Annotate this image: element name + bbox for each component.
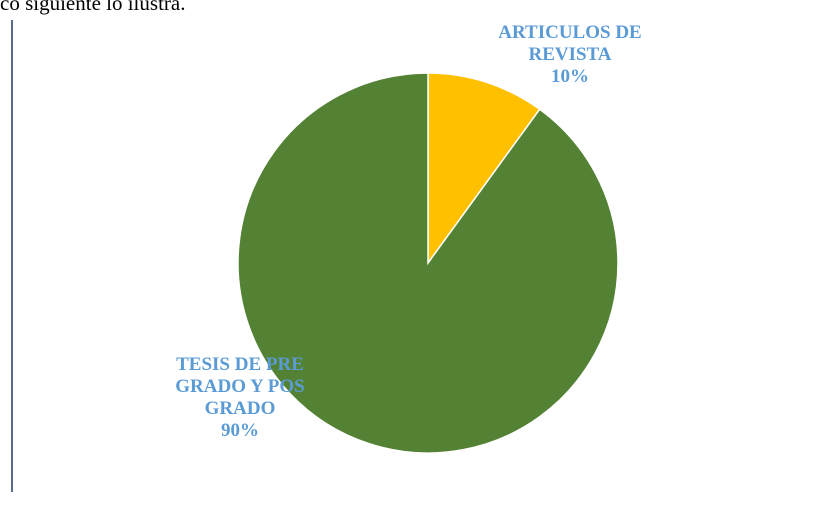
value-label: 10% [551, 66, 589, 87]
pie-slice [237, 72, 619, 454]
data-label: TESIS DE PRE GRADO Y POS GRADO 90% [160, 354, 320, 442]
pie-slice [427, 72, 541, 266]
value-label: 90% [221, 420, 259, 441]
category-label: ARTICULOS DE REVISTA [498, 22, 642, 65]
category-label: TESIS DE PRE GRADO Y POS GRADO [175, 354, 305, 419]
data-label: ARTICULOS DE REVISTA 10% [490, 22, 650, 88]
document-text: co siguiente lo ilustra. [0, 0, 186, 15]
